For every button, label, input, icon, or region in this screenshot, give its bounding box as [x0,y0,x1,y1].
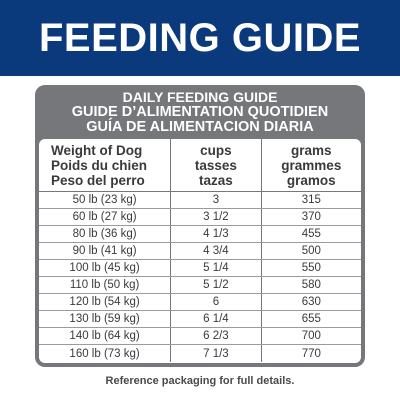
weight-cell: 100 lb (45 kg) [69,262,140,274]
weight-header-spanish: Peso del perro [51,172,145,188]
table-row: 140 lb (64 kg) 6 2/3 700 [39,328,361,345]
weight-cell: 50 lb (23 kg) [72,194,137,206]
grams-cell: 655 [260,311,361,327]
grams-cell: 700 [260,328,361,344]
feeding-table: Weight of Dog Poids du chien Peso del pe… [39,139,361,363]
guide-title-spanish: GUÍA DE ALIMENTACION DIARIA [86,118,314,135]
feeding-guide-panel: DAILY FEEDING GUIDE GUIDE D’ALIMENTATION… [35,85,365,367]
weight-cell: 120 lb (54 kg) [69,296,140,308]
cups-cell: 6 [170,294,260,310]
weight-cell: 80 lb (36 kg) [72,228,137,240]
cups-header-french: tasses [194,157,237,173]
table-row: 80 lb (36 kg) 4 1/3 455 [39,226,361,243]
table-row: 120 lb (54 kg) 6 630 [39,294,361,311]
table-row: 100 lb (45 kg) 5 1/4 550 [39,260,361,277]
table-row: 60 lb (27 kg) 3 1/2 370 [39,209,361,226]
weight-cell: 130 lb (59 kg) [69,313,140,325]
grams-header-french: grammes [281,157,342,173]
cups-cell: 3 1/2 [170,209,260,225]
weight-cell: 160 lb (73 kg) [69,347,140,360]
weight-cell: 140 lb (64 kg) [69,330,140,342]
grams-cell: 630 [260,294,361,310]
cups-cell: 6 1/4 [170,311,260,327]
table-row: 130 lb (59 kg) 6 1/4 655 [39,311,361,328]
cups-header-spanish: tazas [199,172,233,188]
weight-cell: 110 lb (50 kg) [69,279,140,291]
guide-title-english: DAILY FEEDING GUIDE [122,88,278,105]
header-banner: FEEDING GUIDE [0,0,400,76]
cups-column-header: cups tasses tazas [170,139,260,191]
grams-cell: 580 [260,277,361,293]
cups-cell: 3 [170,192,260,208]
table-row: 90 lb (41 kg) 4 3/4 500 [39,243,361,260]
table-row: 160 lb (73 kg) 7 1/3 770 [39,345,361,362]
cups-cell: 6 2/3 [170,328,260,344]
grams-header-spanish: gramos [286,172,336,188]
table-row: 50 lb (23 kg) 3 315 [39,192,361,209]
weight-cell: 90 lb (41 kg) [72,245,137,257]
guide-title-french: GUIDE D’ALIMENTATION QUOTIDIEN [71,103,329,120]
cups-cell: 5 1/4 [170,260,260,276]
weight-column-header: Weight of Dog Poids du chien Peso del pe… [39,139,170,191]
cups-cell: 5 1/2 [170,277,260,293]
cups-cell: 4 1/3 [170,226,260,242]
footer-note: Reference packaging for full details. [105,375,295,387]
grams-cell: 550 [260,260,361,276]
cups-cell: 7 1/3 [170,345,260,362]
grams-cell: 315 [260,192,361,208]
guide-title: DAILY FEEDING GUIDE GUIDE D’ALIMENTATION… [35,85,365,139]
cups-header-english: cups [200,142,232,158]
table-header-row: Weight of Dog Poids du chien Peso del pe… [39,139,361,192]
weight-cell: 60 lb (27 kg) [72,211,137,223]
grams-header-english: grams [291,142,332,158]
page-title: FEEDING GUIDE [38,16,362,60]
grams-cell: 770 [260,345,361,362]
grams-cell: 455 [260,226,361,242]
grams-column-header: grams grammes gramos [260,139,361,191]
grams-cell: 370 [260,209,361,225]
weight-header-french: Poids du chien [51,157,148,173]
weight-header-english: Weight of Dog [51,142,143,158]
grams-cell: 500 [260,243,361,259]
table-row: 110 lb (50 kg) 5 1/2 580 [39,277,361,294]
cups-cell: 4 3/4 [170,243,260,259]
